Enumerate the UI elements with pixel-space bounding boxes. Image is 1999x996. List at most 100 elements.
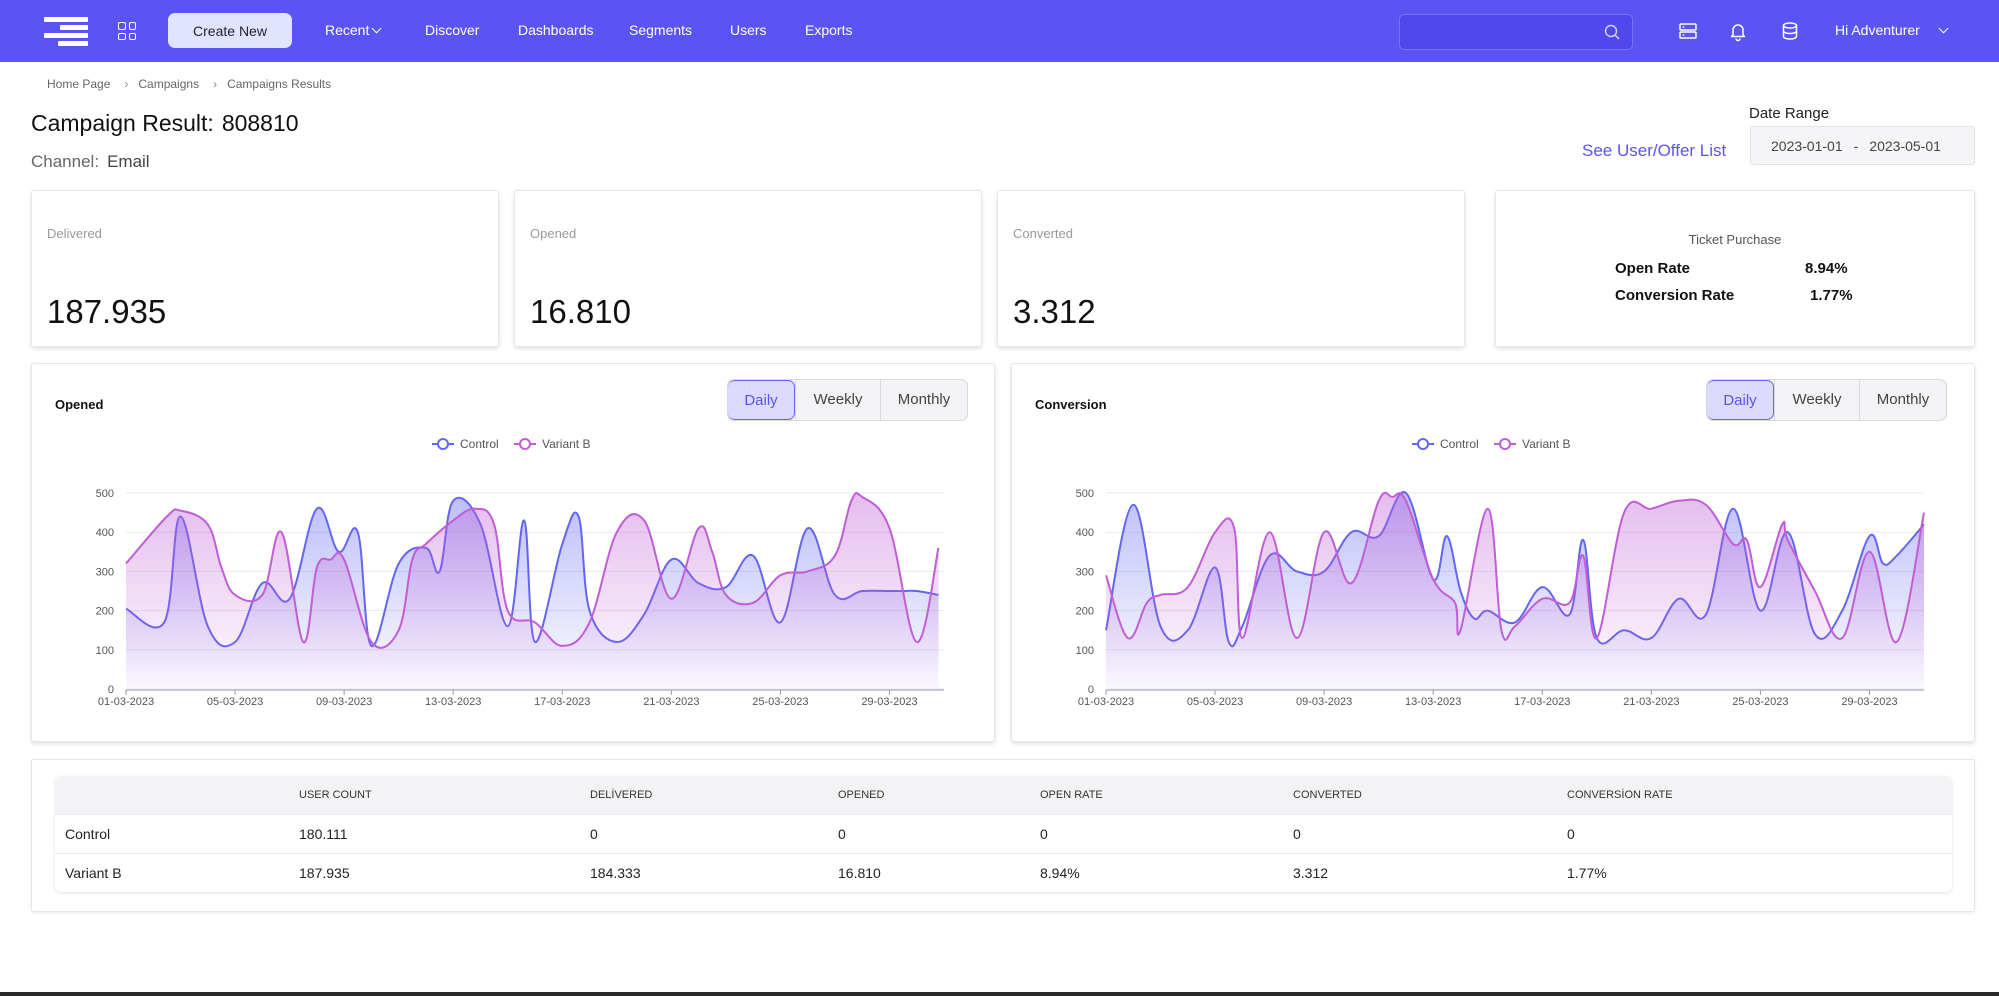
bell-icon[interactable] bbox=[1727, 20, 1749, 42]
table-row: Variant B 187.935 184.333 16.810 8.94% 3… bbox=[55, 853, 1952, 892]
x-tick-label: 21-03-2023 bbox=[1623, 696, 1679, 708]
stat-value: 16.810 bbox=[530, 293, 631, 330]
cell-delivered: 184.333 bbox=[590, 865, 641, 881]
y-tick-label: 300 bbox=[1076, 566, 1094, 578]
x-tick-label: 29-03-2023 bbox=[861, 696, 917, 708]
cell-conversion-rate: 1.77% bbox=[1567, 865, 1607, 881]
series-line-variant-b[interactable] bbox=[1105, 491, 1925, 644]
search-box bbox=[1399, 14, 1633, 50]
see-user-offer-list-link[interactable]: See User/Offer List bbox=[1582, 141, 1727, 160]
server-icon[interactable] bbox=[1677, 20, 1699, 42]
col-converted: CONVERTED bbox=[1293, 789, 1362, 801]
nav-discover[interactable]: Discover bbox=[425, 22, 480, 38]
period-weekly-button[interactable]: Weekly bbox=[795, 380, 880, 420]
nav-users[interactable]: Users bbox=[730, 22, 767, 38]
open-rate-row: Open Rate 8.94% bbox=[1615, 260, 1848, 277]
x-tick-label: 21-03-2023 bbox=[643, 696, 699, 708]
cell-converted: 3.312 bbox=[1293, 865, 1329, 881]
legend-marker-icon bbox=[437, 438, 449, 450]
cell-opened: 16.810 bbox=[838, 865, 881, 881]
period-daily-button[interactable]: Daily bbox=[728, 380, 795, 420]
results-table-card: USER COUNT DELİVERED OPENED OPEN RATE CO… bbox=[31, 759, 1975, 912]
results-table: USER COUNT DELİVERED OPENED OPEN RATE CO… bbox=[55, 776, 1952, 892]
search-icon[interactable] bbox=[1604, 24, 1620, 40]
table-row: Control 180.111 0 0 0 0 0 bbox=[55, 814, 1952, 853]
y-tick-label: 400 bbox=[1076, 527, 1094, 539]
conversion-area-chart: 0 100 200 300 400 500 01-03-2023 05-03-2023 09-0… bbox=[1076, 437, 1925, 708]
cell-delivered: 0 bbox=[590, 826, 598, 842]
period-daily-button[interactable]: Daily bbox=[1707, 380, 1774, 420]
date-separator: - bbox=[1853, 137, 1859, 154]
x-tick-label: 01-03-2023 bbox=[98, 696, 154, 708]
user-menu[interactable]: Hi Adventurer bbox=[1835, 22, 1949, 38]
legend-label[interactable]: Control bbox=[1440, 437, 1479, 451]
campaign-id: 808810 bbox=[221, 110, 299, 136]
x-tick-label: 25-03-2023 bbox=[1732, 696, 1788, 708]
col-opened: OPENED bbox=[838, 789, 885, 801]
cell-opened: 0 bbox=[838, 826, 846, 842]
x-tick-label: 05-03-2023 bbox=[207, 696, 263, 708]
legend-label[interactable]: Control bbox=[460, 437, 499, 451]
date-to[interactable]: 2023-05-01 bbox=[1869, 137, 1941, 154]
period-monthly-button[interactable]: Monthly bbox=[880, 380, 967, 420]
stat-card-opened: Opened 16.810 bbox=[514, 190, 982, 347]
cell-group: Control bbox=[65, 826, 111, 842]
breadcrumb-home[interactable]: Home Page bbox=[47, 77, 111, 91]
chevron-right-icon: › bbox=[213, 77, 218, 91]
breadcrumb-campaign-results: Campaigns Results bbox=[227, 77, 332, 91]
create-new-button[interactable]: Create New bbox=[168, 13, 292, 48]
x-tick-label: 29-03-2023 bbox=[1841, 696, 1897, 708]
stat-label: Delivered bbox=[47, 226, 102, 241]
channel-info: Channel: Email bbox=[31, 152, 150, 172]
col-open-rate: OPEN RATE bbox=[1040, 789, 1103, 801]
conversion-rate-label: Conversion Rate bbox=[1615, 287, 1735, 304]
series-line-variant-b[interactable] bbox=[125, 492, 940, 649]
y-tick-label: 500 bbox=[1076, 488, 1094, 500]
x-tick-label: 09-03-2023 bbox=[1296, 696, 1352, 708]
conversion-rate-row: Conversion Rate 1.77% bbox=[1615, 287, 1853, 304]
conversion-chart-card: Conversion Daily Weekly Monthly 0 100 200 3… bbox=[1011, 363, 1975, 742]
conversion-rate-value: 1.77% bbox=[1810, 287, 1853, 304]
x-tick-label: 17-03-2023 bbox=[1514, 696, 1570, 708]
window-bottom-border bbox=[0, 992, 1999, 996]
app-logo-icon[interactable] bbox=[44, 17, 88, 46]
cell-group: Variant B bbox=[65, 865, 122, 881]
cell-open-rate: 0 bbox=[1040, 826, 1048, 842]
col-conversion-rate: CONVERSİON RATE bbox=[1567, 789, 1673, 801]
legend-marker-icon bbox=[1499, 438, 1511, 450]
date-range-label: Date Range bbox=[1749, 105, 1830, 122]
search-input[interactable] bbox=[1400, 15, 1600, 49]
period-weekly-button[interactable]: Weekly bbox=[1774, 380, 1859, 420]
chart-title: Conversion bbox=[1035, 397, 1107, 412]
nav-recent[interactable]: Recent bbox=[325, 22, 382, 38]
date-range-picker[interactable]: 2023-01-01 - 2023-05-01 bbox=[1750, 126, 1975, 165]
breadcrumb-campaigns[interactable]: Campaigns bbox=[138, 77, 200, 91]
x-tick-label: 09-03-2023 bbox=[316, 696, 372, 708]
channel-label: Channel: bbox=[31, 152, 100, 171]
nav-dashboards[interactable]: Dashboards bbox=[518, 22, 594, 38]
ticket-purchase-card: Ticket Purchase Open Rate 8.94% Conversio… bbox=[1495, 190, 1975, 347]
apps-grid-icon[interactable] bbox=[118, 22, 136, 40]
x-tick-label: 25-03-2023 bbox=[752, 696, 808, 708]
table-header-row: USER COUNT DELİVERED OPENED OPEN RATE CO… bbox=[55, 776, 1952, 814]
x-tick-label: 13-03-2023 bbox=[1405, 696, 1461, 708]
stat-label: Converted bbox=[1013, 226, 1073, 241]
stat-card-delivered: Delivered 187.935 bbox=[31, 190, 499, 347]
legend-label[interactable]: Variant B bbox=[542, 437, 590, 451]
legend-label[interactable]: Variant B bbox=[1522, 437, 1570, 451]
breadcrumb: Home Page › Campaigns › Campaigns Results bbox=[47, 77, 331, 91]
nav-recent-label: Recent bbox=[325, 22, 370, 38]
y-tick-label: 100 bbox=[1076, 645, 1094, 657]
period-monthly-button[interactable]: Monthly bbox=[1859, 380, 1946, 420]
col-user-count: USER COUNT bbox=[299, 789, 372, 801]
user-greeting: Hi Adventurer bbox=[1835, 22, 1920, 38]
page-title-label: Campaign Result: bbox=[31, 110, 214, 136]
date-from[interactable]: 2023-01-01 bbox=[1771, 137, 1843, 154]
x-tick-label: 17-03-2023 bbox=[534, 696, 590, 708]
legend-marker-icon bbox=[519, 438, 531, 450]
chevron-right-icon: › bbox=[124, 77, 129, 91]
y-tick-label: 100 bbox=[96, 645, 114, 657]
database-icon[interactable] bbox=[1779, 20, 1801, 42]
nav-exports[interactable]: Exports bbox=[805, 22, 853, 38]
nav-segments[interactable]: Segments bbox=[629, 22, 693, 38]
